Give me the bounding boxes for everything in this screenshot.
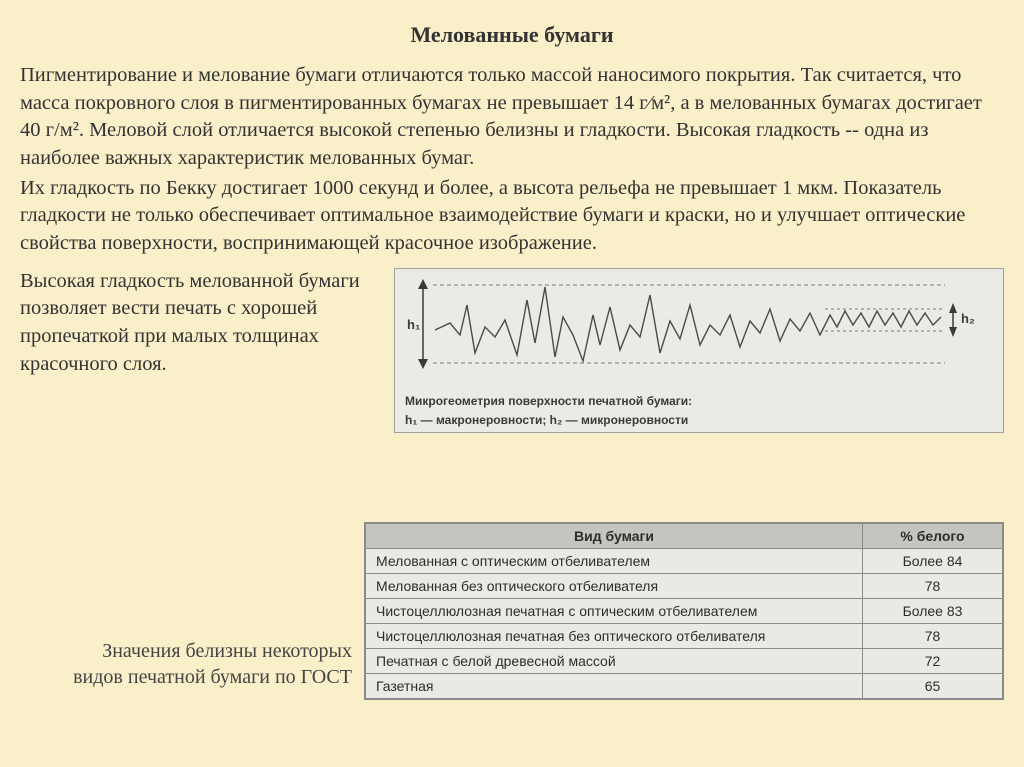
figure-caption-line1: Микрогеометрия поверхности печатной бума…: [405, 394, 993, 409]
whiteness-value: 78: [863, 574, 1003, 599]
h1-label: h₁: [407, 317, 420, 332]
paper-type: Мелованная с оптическим отбеливателем: [366, 549, 863, 574]
paper-type: Печатная с белой древесной массой: [366, 649, 863, 674]
whiteness-table: Вид бумаги % белого Мелованная с оптичес…: [364, 522, 1004, 700]
table-row: Газетная 65: [366, 674, 1003, 699]
surface-profile-figure: h₁ h₂ Микрогеометрия поверхности печатно…: [394, 268, 1004, 433]
table-caption: Значения белизны некоторых видов печатно…: [72, 638, 352, 691]
whiteness-value: 65: [863, 674, 1003, 699]
figure-caption-line2: h₁ — макронеровности; h₂ — микронеровнос…: [405, 413, 993, 428]
paragraph-2: Их гладкость по Бекку достигает 1000 сек…: [20, 175, 1004, 258]
side-note: Высокая гладкость мелованной бумаги позв…: [20, 268, 380, 379]
whiteness-value: 72: [863, 649, 1003, 674]
table-row: Мелованная с оптическим отбеливателем Бо…: [366, 549, 1003, 574]
whiteness-value: 78: [863, 624, 1003, 649]
h2-label: h₂: [961, 311, 975, 326]
table-row: Мелованная без оптического отбеливателя …: [366, 574, 1003, 599]
paper-type: Чистоцеллюлозная печатная без оптическог…: [366, 624, 863, 649]
whiteness-value: Более 84: [863, 549, 1003, 574]
table-row: Печатная с белой древесной массой 72: [366, 649, 1003, 674]
table-row: Чистоцеллюлозная печатная без оптическог…: [366, 624, 1003, 649]
page-title: Мелованные бумаги: [20, 22, 1004, 48]
profile-chart: h₁ h₂: [405, 275, 975, 385]
table-header-type: Вид бумаги: [366, 524, 863, 549]
paper-type: Мелованная без оптического отбеливателя: [366, 574, 863, 599]
paper-type: Чистоцеллюлозная печатная с оптическим о…: [366, 599, 863, 624]
paper-type: Газетная: [366, 674, 863, 699]
paragraph-1: Пигментирование и мелование бумаги отлич…: [20, 62, 1004, 173]
table-row: Чистоцеллюлозная печатная с оптическим о…: [366, 599, 1003, 624]
whiteness-value: Более 83: [863, 599, 1003, 624]
table-header-value: % белого: [863, 524, 1003, 549]
